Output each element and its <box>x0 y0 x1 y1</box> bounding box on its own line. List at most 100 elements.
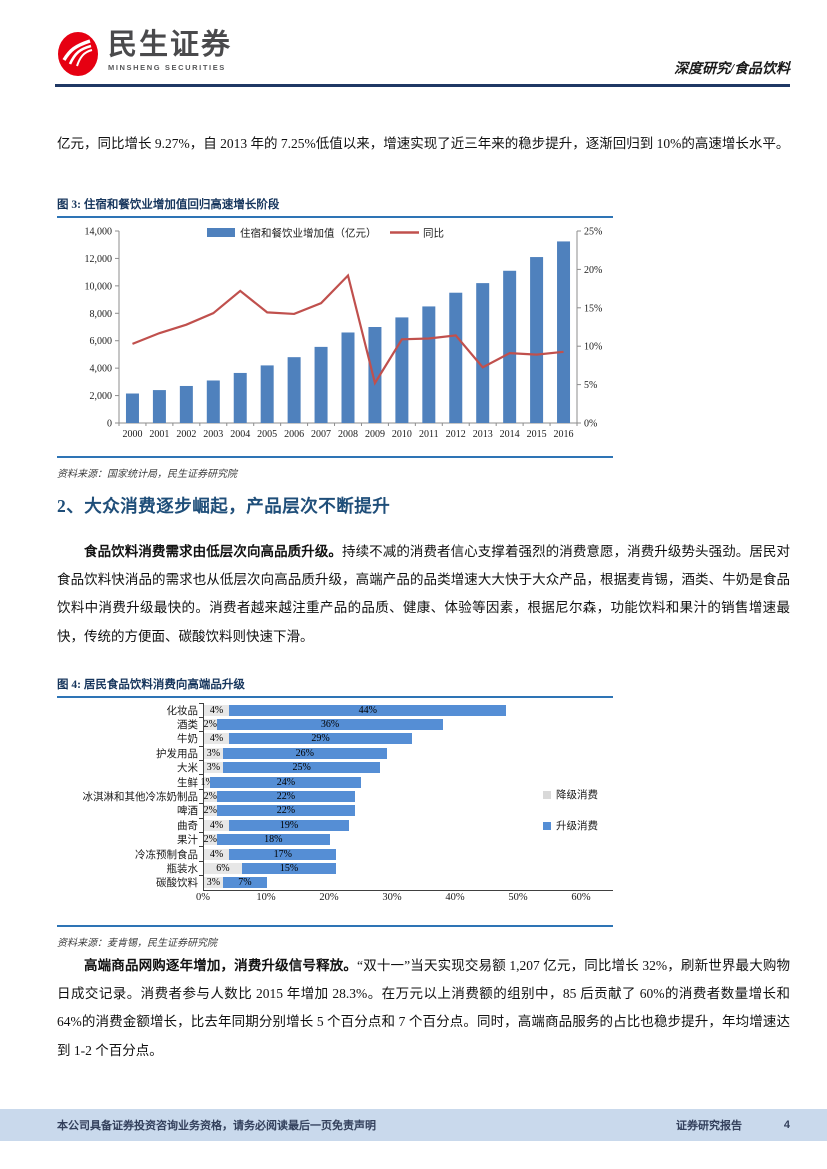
footer-report-type: 证券研究报告 <box>676 1120 742 1132</box>
bar-row: 酒类 2% 36% <box>57 716 613 732</box>
bar-row: 生鲜 1% 24% <box>57 774 613 790</box>
category-label: 瓶装水 <box>166 864 199 875</box>
year-label: 2015 <box>527 429 547 440</box>
downgrade-bar-segment: 2% <box>203 719 217 731</box>
right-tick-label: 0% <box>584 419 597 430</box>
legend-item-downgrade: 降级消费 <box>543 787 598 802</box>
bar-area: 4% 19% <box>199 817 613 833</box>
figure4-divider <box>57 925 613 927</box>
left-tick-label: 12,000 <box>85 254 113 265</box>
upgrade-bar-segment: 7% <box>222 877 267 889</box>
right-tick-label: 5% <box>584 380 597 391</box>
downgrade-bar-segment: 6% <box>204 862 242 874</box>
year-label: 2003 <box>203 429 223 440</box>
category-label: 护发用品 <box>156 748 198 760</box>
value-bar <box>530 257 544 423</box>
bar-legend-label: 住宿和餐饮业增加值（亿元） <box>240 227 377 240</box>
figure4-caption: 图 4: 居民食品饮料消费向高端品升级 <box>57 676 613 698</box>
upgrade-bar-segment: 19% <box>229 819 349 831</box>
year-label: 2012 <box>446 429 466 440</box>
upgrade-bar-segment: 24% <box>210 776 362 788</box>
bar-area: 3% 7% <box>199 875 613 891</box>
category-label: 冰淇淋和其他冷冻奶制品 <box>82 792 199 804</box>
year-label: 2016 <box>554 429 574 440</box>
right-tick-label: 15% <box>584 303 602 314</box>
bar-row: 冷冻预制食品 4% 17% <box>57 846 613 862</box>
left-tick-label: 6,000 <box>90 336 113 347</box>
category-label: 大米 <box>177 763 198 775</box>
downgrade-bar-segment: 1% <box>200 776 214 788</box>
year-label: 2011 <box>419 429 439 440</box>
upgrade-bar-segment: 25% <box>222 762 381 774</box>
downgrade-bar-segment: 4% <box>204 704 230 716</box>
bar-row: 瓶装水 6% 15% <box>57 860 613 876</box>
value-bar <box>368 327 382 423</box>
left-tick-label: 0 <box>107 419 112 430</box>
downgrade-bar-segment: 4% <box>204 733 230 745</box>
figure4-bars: 化妆品 4% 44% 酒类 2% 36% 牛奶 4% 29% 护发用品 3% 26% 大米 3% 25% 生鲜… <box>57 702 613 891</box>
brand-block: 民生证券 MINSHENG SECURITIES <box>57 30 232 78</box>
upgrade-bar-segment: 44% <box>229 704 507 716</box>
bar-area: 2% 22% <box>199 788 613 804</box>
value-bar <box>179 385 193 423</box>
yoy-line <box>132 273 564 386</box>
value-bar <box>557 241 571 423</box>
year-label: 2004 <box>230 429 250 440</box>
value-bar <box>395 317 409 423</box>
downgrade-bar-segment: 2% <box>203 791 217 803</box>
value-bar <box>152 390 166 423</box>
year-label: 2008 <box>338 429 358 440</box>
brand-text: 民生证券 MINSHENG SECURITIES <box>108 30 232 72</box>
x-tick-label: 60% <box>571 892 591 903</box>
year-label: 2009 <box>365 429 385 440</box>
bar-row: 啤酒 2% 22% <box>57 803 613 819</box>
left-tick-label: 8,000 <box>90 309 113 320</box>
paragraph-2-lead: 食品饮料消费需求由低层次向高品质升级。 <box>84 544 342 559</box>
bar-row: 曲奇 4% 19% <box>57 817 613 833</box>
right-tick-label: 25% <box>584 227 602 238</box>
bar-row: 大米 3% 25% <box>57 760 613 775</box>
downgrade-bar-segment: 3% <box>204 747 223 759</box>
bar-legend-swatch-icon <box>207 228 235 237</box>
bar-area: 2% 22% <box>199 803 613 819</box>
x-tick-label: 20% <box>319 892 339 903</box>
category-label: 化妆品 <box>166 705 199 717</box>
value-bar <box>476 283 490 423</box>
value-bar <box>449 292 463 423</box>
figure4-x-axis <box>203 890 613 891</box>
left-tick-label: 2,000 <box>90 391 113 402</box>
year-label: 2014 <box>500 429 520 440</box>
upgrade-bar-segment: 36% <box>216 719 444 731</box>
line-legend-label: 同比 <box>423 227 444 240</box>
x-tick-label: 50% <box>508 892 528 903</box>
downgrade-swatch-icon <box>543 790 551 799</box>
bar-area: 6% 15% <box>199 860 613 876</box>
paragraph-3-lead: 高端商品网购逐年增加，消费升级信号释放。 <box>84 958 358 973</box>
upgrade-bar-segment: 17% <box>229 848 337 860</box>
x-tick-label: 10% <box>256 892 276 903</box>
downgrade-bar-segment: 2% <box>203 834 217 846</box>
value-bar <box>503 270 517 423</box>
bar-area: 1% 24% <box>199 774 613 790</box>
bar-area: 2% 18% <box>199 832 613 847</box>
year-label: 2007 <box>311 429 331 440</box>
report-category-label: 深度研究/食品饮料 <box>674 62 790 77</box>
upgrade-swatch-icon <box>543 821 551 830</box>
category-label: 果汁 <box>177 835 198 847</box>
category-label: 牛奶 <box>177 734 198 746</box>
bar-area: 3% 26% <box>199 745 613 761</box>
right-tick-label: 20% <box>584 265 602 276</box>
paragraph-2: 食品饮料消费需求由低层次向高品质升级。持续不减的消费者信心支撑着强烈的消费意愿，… <box>57 538 790 651</box>
legend-item-upgrade: 升级消费 <box>543 818 598 833</box>
footer-band: 本公司具备证券投资咨询业务资格，请务必阅读最后一页免责声明 证券研究报告 4 <box>0 1109 827 1141</box>
paragraph-3: 高端商品网购逐年增加，消费升级信号释放。“双十一”当天实现交易额 1,207 亿… <box>57 952 790 1065</box>
downgrade-bar-segment: 2% <box>203 805 217 817</box>
value-bar <box>233 372 247 423</box>
legend-upgrade-label: 升级消费 <box>556 821 598 832</box>
figure3-caption: 图 3: 住宿和餐饮业增加值回归高速增长阶段 <box>57 196 613 218</box>
bar-row: 冰淇淋和其他冷冻奶制品 2% 22% <box>57 788 613 804</box>
category-label: 冷冻预制食品 <box>135 849 198 861</box>
bar-area: 4% 29% <box>199 731 613 747</box>
value-bar <box>422 306 436 423</box>
